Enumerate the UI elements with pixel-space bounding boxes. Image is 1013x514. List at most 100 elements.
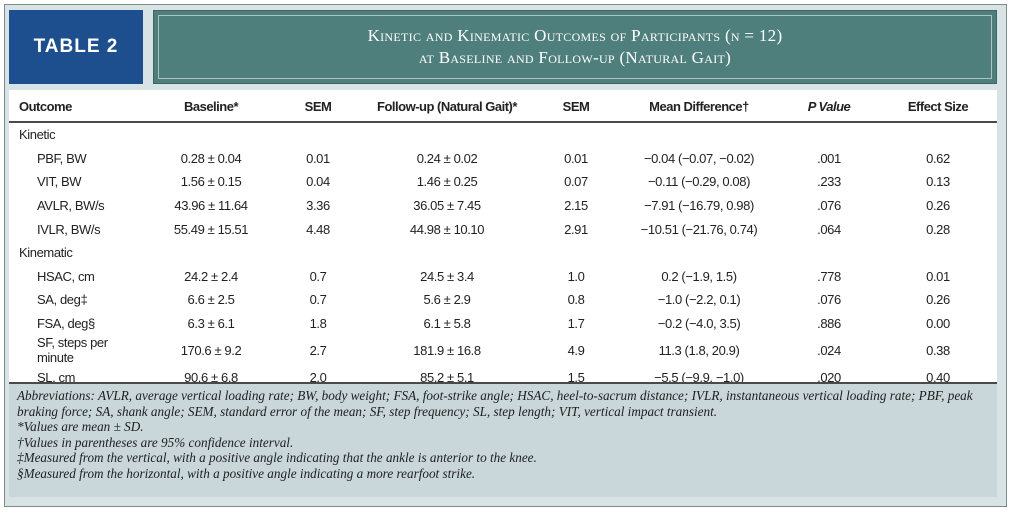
- header-row: Outcome Baseline* SEM Follow-up (Natural…: [9, 90, 997, 123]
- table-cell: 43.96 ± 11.64: [174, 198, 248, 214]
- table-cell: 0.24 ± 0.02: [416, 150, 478, 166]
- table-cell: 1.56 ± 0.15: [180, 174, 242, 190]
- table-body: Kinetic PBF, BW 0.28 ± 0.04 0.01 0.24 ± 0.02…: [9, 122, 997, 389]
- table-cell: PBF, BW: [37, 150, 87, 166]
- table-cell: .076: [817, 198, 841, 214]
- group-label: Kinematic: [19, 245, 73, 261]
- group-label: Kinetic: [19, 127, 56, 143]
- outcomes-table: Outcome Baseline* SEM Follow-up (Natural…: [9, 90, 997, 389]
- table-cell: 1.5: [567, 369, 585, 385]
- table-cell: 55.49 ± 15.51: [173, 221, 249, 237]
- table-cell: 3.36: [306, 198, 330, 214]
- table-cell: 6.3 ± 6.1: [187, 316, 235, 332]
- table-cell: 24.2 ± 2.4: [184, 268, 238, 284]
- title-inner-border: [158, 15, 992, 79]
- table-cell: IVLR, BW/s: [37, 221, 101, 237]
- table-row: SA, deg‡ 6.6 ± 2.5 0.7 5.6 ± 2.9 0.8 −1.0 (−2…: [9, 288, 997, 312]
- table-cell: 36.05 ± 7.45: [413, 198, 481, 214]
- table-cell: 44.98 ± 10.10: [409, 221, 485, 237]
- header-sem-baseline: SEM: [275, 90, 361, 123]
- table-cell: .076: [817, 292, 841, 308]
- table-cell: AVLR, BW/s: [37, 198, 105, 214]
- table-cell: 1.7: [567, 316, 585, 332]
- table-cell: SA, deg‡: [37, 292, 88, 308]
- header-sem-follow-up: SEM: [533, 90, 619, 123]
- table-cell: 0.01: [564, 150, 588, 166]
- table-cell: 170.6 ± 9.2: [180, 342, 242, 358]
- table-cell: HSAC, cm: [37, 268, 95, 284]
- table-cell: −0.11 (−0.29, 0.08): [647, 174, 751, 190]
- table-row: VIT, BW 1.56 ± 0.15 0.04 1.46 ± 0.25 0.07 −0.…: [9, 170, 997, 194]
- table-cell: −0.04 (−0.07, −0.02): [643, 150, 755, 166]
- header-p-value: P Value: [779, 90, 879, 123]
- table-row: SF, steps per minute 170.6 ± 9.2 2.7 181.9 …: [9, 335, 997, 365]
- table-cell: FSA, deg§: [37, 316, 95, 332]
- title-line-2: at Baseline and Follow-up (Natural Gait): [418, 48, 732, 67]
- group-row: Kinematic: [9, 241, 997, 265]
- table-cell: 0.38: [926, 342, 950, 358]
- table-cell: 90.6 ± 6.8: [184, 369, 238, 385]
- table-cell: 4.48: [306, 221, 330, 237]
- table-cell: 0.26: [926, 198, 950, 214]
- table-cell: −0.2 (−4.0, 3.5): [657, 316, 741, 332]
- table-cell: .020: [817, 369, 841, 385]
- footnote-confidence-interval: †Values in parentheses are 95% confidenc…: [17, 434, 294, 450]
- table-cell: .778: [817, 268, 841, 284]
- table-row: AVLR, BW/s 43.96 ± 11.64 3.36 36.05 ± 7.45 2…: [9, 194, 997, 218]
- table-cell: −10.51 (−21.76, 0.74): [640, 221, 758, 237]
- table-cell: 2.15: [564, 198, 588, 214]
- table-cell: 181.9 ± 16.8: [413, 342, 481, 358]
- table-cell: 0.13: [926, 174, 950, 190]
- table-cell: 11.3 (1.8, 20.9): [658, 342, 740, 358]
- header-follow-up: Follow-up (Natural Gait)*: [361, 90, 533, 123]
- table-cell: 0.01: [926, 268, 950, 284]
- table-cell: −5.5 (−9.9, −1.0): [654, 369, 744, 385]
- footnote-mean-sd: *Values are mean ± SD.: [17, 419, 144, 435]
- header-effect-size: Effect Size: [879, 90, 997, 123]
- group-row: Kinetic: [9, 122, 997, 147]
- table-cell: 4.9: [567, 342, 585, 358]
- table-row: SL, cm 90.6 ± 6.8 2.0 85.2 ± 5.1 1.5 −5.5 (−9…: [9, 365, 997, 389]
- footnote-abbreviations: Abbreviations: AVLR, average vertical lo…: [17, 388, 973, 419]
- table-cell: −1.0 (−2.2, 0.1): [657, 292, 741, 308]
- footnote-shank-angle: ‡Measured from the vertical, with a posi…: [17, 450, 537, 466]
- table-title: Kinetic and Kinematic Outcomes of Partic…: [153, 10, 997, 84]
- table-cell: 0.04: [306, 174, 330, 190]
- table-cell: 0.01: [306, 150, 330, 166]
- table-cell: 1.8: [309, 316, 327, 332]
- table-cell: 0.07: [564, 174, 588, 190]
- title-line-1: Kinetic and Kinematic Outcomes of Partic…: [367, 26, 783, 45]
- table-cell: 24.5 ± 3.4: [420, 268, 474, 284]
- table-cell: 0.7: [309, 292, 327, 308]
- table-cell: 0.62: [926, 150, 950, 166]
- table-cell: .064: [817, 221, 841, 237]
- table-cell: 0.28 ± 0.04: [180, 150, 242, 166]
- footnote-foot-strike-angle: §Measured from the horizontal, with a po…: [17, 465, 476, 481]
- table-cell: 5.6 ± 2.9: [423, 292, 471, 308]
- header-mean-difference: Mean Difference†: [619, 90, 779, 123]
- table-cell: 0.28: [926, 221, 950, 237]
- table-row: HSAC, cm 24.2 ± 2.4 0.7 24.5 ± 3.4 1.0 0.2 (−…: [9, 265, 997, 289]
- table-cell: 2.91: [564, 221, 588, 237]
- table-cell: 0.2 (−1.9, 1.5): [661, 268, 737, 284]
- table-cell: 6.6 ± 2.5: [187, 292, 235, 308]
- table-label: TABLE 2: [9, 10, 143, 84]
- table-cell: SF, steps per minute: [37, 335, 108, 366]
- footnotes: Abbreviations: AVLR, average vertical lo…: [9, 382, 997, 497]
- table-cell: 0.00: [926, 316, 950, 332]
- table-cell: VIT, BW: [37, 174, 82, 190]
- header-outcome: Outcome: [9, 90, 147, 123]
- table-cell: 0.7: [309, 268, 327, 284]
- table-row: IVLR, BW/s 55.49 ± 15.51 4.48 44.98 ± 10.10…: [9, 217, 997, 241]
- table-cell: .886: [817, 316, 841, 332]
- table-row: FSA, deg§ 6.3 ± 6.1 1.8 6.1 ± 5.8 1.7 −0.2 (−…: [9, 312, 997, 336]
- table-cell: SL, cm: [37, 369, 76, 385]
- table-cell: 2.0: [309, 369, 327, 385]
- table-cell: −7.91 (−16.79, 0.98): [644, 198, 754, 214]
- table-cell: 6.1 ± 5.8: [423, 316, 471, 332]
- table-cell: .233: [817, 174, 841, 190]
- table-cell: 1.0: [567, 268, 585, 284]
- table-cell: .001: [817, 150, 841, 166]
- table-cell: .024: [817, 342, 841, 358]
- table-cell: 85.2 ± 5.1: [420, 369, 474, 385]
